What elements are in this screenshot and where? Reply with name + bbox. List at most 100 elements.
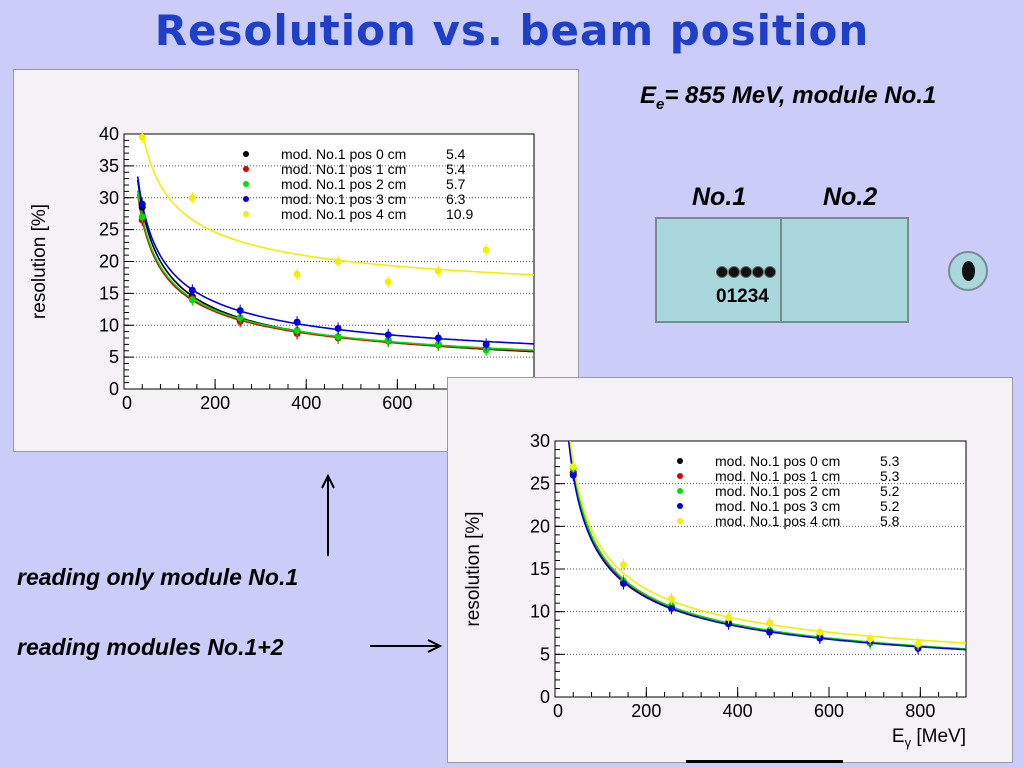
- chart1-legend-marker-0: [243, 151, 249, 157]
- chart1-point-series-2: [188, 296, 196, 304]
- beam-position-dot-3: [752, 266, 764, 278]
- chart1-point-series-4: [434, 267, 442, 275]
- chart1-point-series-4: [334, 258, 342, 265]
- beam-energy-symbol: E: [640, 82, 657, 109]
- chart1-point-series-3: [236, 307, 244, 315]
- chart1-point-series-4: [384, 278, 392, 286]
- chart1-x-tick-label: 600: [382, 393, 412, 413]
- chart1-x-tick-label: 400: [291, 393, 321, 413]
- module-diagram: [655, 217, 909, 323]
- chart1-legend-marker-2: [243, 181, 249, 187]
- chart2-point-series-3: [620, 580, 627, 588]
- chart1-legend-value-0: 5.4: [446, 146, 466, 162]
- chart2-y-tick-label: 20: [530, 516, 550, 536]
- note-module1-only: reading only module No.1: [17, 564, 299, 590]
- beam-position-numbers: 01234: [716, 286, 769, 307]
- chart2-x-tick-label: 600: [814, 701, 844, 721]
- beam-position-dot-0: [716, 266, 728, 278]
- chart2-legend-value-3: 5.2: [880, 498, 900, 514]
- chart1-legend-value-3: 6.3: [446, 191, 466, 207]
- chart2-point-series-4: [914, 640, 922, 648]
- chart-panel-module12: 0 5 10 15 20 25 30 0 200 400 600 800 resolution [%] E…: [447, 377, 1013, 763]
- chart1-point-series-4: [138, 133, 146, 141]
- chart1-y-tick-label: 35: [99, 156, 119, 176]
- chart2-x-axis-label-unit: [MeV]: [911, 726, 966, 747]
- chart1-legend-value-4: 10.9: [446, 206, 473, 222]
- chart1-point-series-4: [188, 194, 196, 202]
- chart1-point-series-3: [293, 318, 301, 326]
- chart1-point-series-3: [188, 286, 196, 294]
- chart2-x-tick-label: 800: [905, 701, 935, 721]
- beam-energy-text: = 855 MeV, module No.1: [664, 82, 937, 109]
- chart1-legend-entry-4: mod. No.1 pos 4 cm: [281, 206, 406, 222]
- beam-energy-label: Ee= 855 MeV, module No.1: [640, 82, 936, 113]
- chart1-point-series-3: [434, 334, 442, 342]
- chart1-point-series-2: [138, 213, 146, 221]
- chart1-legend-marker-4: [243, 211, 249, 217]
- chart2-legend-value-1: 5.3: [880, 468, 900, 484]
- chart2-x-tick-label: 200: [631, 701, 661, 721]
- chart1-point-series-3: [334, 324, 342, 332]
- chart1-point-series-2: [236, 314, 244, 322]
- chart1-legend-entry-3: mod. No.1 pos 3 cm: [281, 191, 406, 207]
- chart1-legend-value-1: 5.4: [446, 161, 466, 177]
- chart1-y-tick-label: 0: [109, 379, 119, 399]
- beam-position-dot-2: [740, 266, 752, 278]
- chart1-y-tick-label: 20: [99, 252, 119, 272]
- chart2-y-tick-label: 5: [540, 644, 550, 664]
- chart2-point-series-4: [620, 561, 627, 569]
- beam-position-dot-4: [764, 266, 776, 278]
- chart1-point-series-2: [434, 340, 442, 348]
- chart1-y-tick-label: 30: [99, 188, 119, 208]
- module-label-2: No.2: [823, 183, 878, 211]
- chart1-point-series-3: [384, 331, 392, 339]
- chart2-x-tick-label: 0: [553, 701, 563, 721]
- chart-panel-module1: 0 5 10 15 20 25 30 35 40 0 200 400 600 resolution [%]…: [13, 69, 579, 452]
- chart2-legend-marker-4: [677, 518, 683, 524]
- chart2-legend-value-0: 5.3: [880, 453, 900, 469]
- chart2-legend-marker-1: [677, 473, 683, 479]
- chart2-x-axis-label-symbol: E: [892, 726, 905, 747]
- chart2-y-tick-label: 25: [530, 474, 550, 494]
- chart2-point-series-4: [569, 463, 577, 471]
- bottom-rule: [686, 760, 843, 763]
- module-divider: [780, 217, 782, 323]
- chart1-point-series-3: [138, 200, 146, 208]
- chart2-legend-marker-2: [677, 488, 683, 494]
- chart2-point-series-4: [816, 628, 824, 636]
- chart2-x-axis-label-subscript: γ: [905, 735, 912, 750]
- slide-title: Resolution vs. beam position: [154, 6, 870, 55]
- chart2-legend-marker-0: [677, 458, 683, 464]
- chart1-y-tick-label: 5: [109, 347, 119, 367]
- chart1-point-series-3: [482, 340, 490, 348]
- chart1-y-tick-label: 40: [99, 124, 119, 144]
- chart1-y-tick-label: 25: [99, 220, 119, 240]
- chart2-legend-entry-4: mod. No.1 pos 4 cm: [715, 513, 840, 529]
- beam-position-dot-1: [728, 266, 740, 278]
- chart2-point-series-4: [766, 619, 774, 627]
- chart2-y-tick-label: 0: [540, 687, 550, 707]
- chart2-point-series-4: [725, 614, 733, 622]
- chart1-y-tick-label: 15: [99, 283, 119, 303]
- right-arrow-icon: [370, 639, 443, 653]
- chart1-point-series-2: [293, 326, 301, 334]
- chart1-point-series-2: [334, 333, 342, 341]
- chart-module12: 0 5 10 15 20 25 30 0 200 400 600 800 resolution [%] E…: [463, 431, 967, 750]
- chart1-legend-marker-1: [243, 166, 249, 172]
- chart2-y-tick-label: 10: [530, 602, 550, 622]
- chart2-legend-value-2: 5.2: [880, 483, 900, 499]
- chart1-point-series-4: [293, 270, 301, 278]
- chart2-point-series-3: [667, 604, 675, 612]
- module-label-1: No.1: [692, 183, 747, 211]
- chart2-legend-entry-0: mod. No.1 pos 0 cm: [715, 453, 840, 469]
- chart2-point-series-4: [866, 635, 874, 643]
- beam-energy-subscript: e: [656, 95, 665, 113]
- chart1-legend-entry-0: mod. No.1 pos 0 cm: [281, 146, 406, 162]
- chart1-y-tick-label: 10: [99, 315, 119, 335]
- chart2-point-series-4: [667, 595, 675, 603]
- chart1-x-tick-label: 200: [200, 393, 230, 413]
- chart2-point-series-3: [569, 471, 577, 479]
- note-modules-1-2: reading modules No.1+2: [17, 634, 284, 660]
- chart2-y-axis-label: resolution [%]: [463, 511, 484, 626]
- chart1-legend-marker-3: [243, 196, 249, 202]
